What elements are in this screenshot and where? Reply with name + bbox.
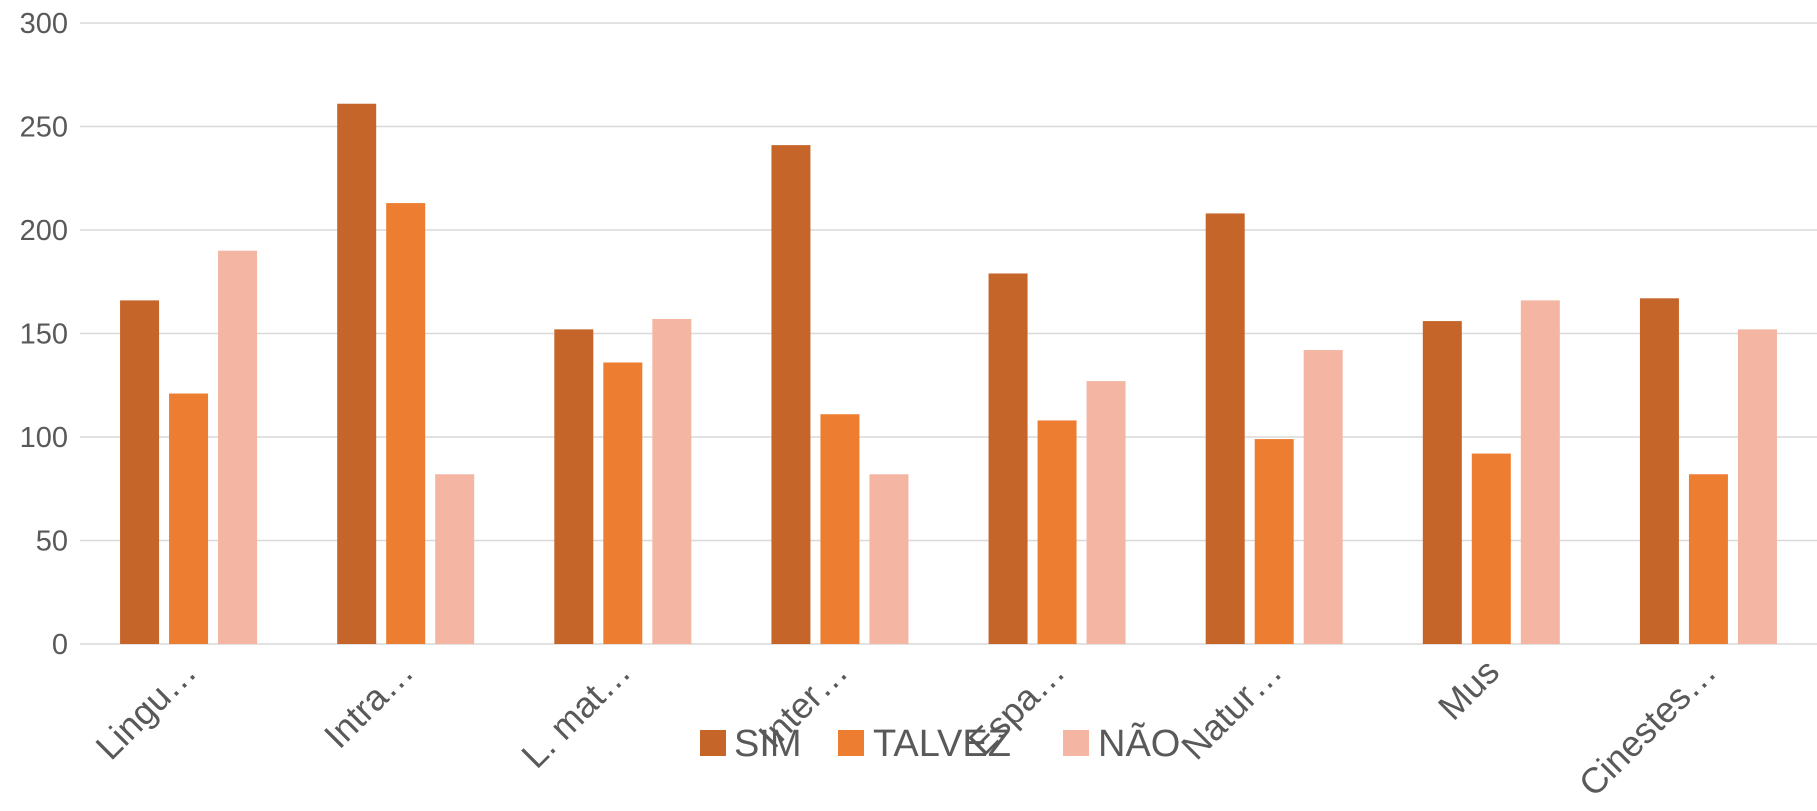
bar-sim-1 — [337, 103, 377, 645]
bar-no-5 — [1303, 350, 1343, 644]
bar-talvez-1 — [386, 203, 426, 644]
bar-no-4 — [1086, 381, 1126, 644]
bar-sim-7 — [1639, 298, 1679, 644]
bar-talvez-4 — [1037, 420, 1077, 644]
bar-sim-0 — [120, 300, 160, 644]
legend-label: SIM — [734, 723, 802, 765]
y-tick-label: 0 — [52, 629, 68, 661]
y-tick-label: 200 — [20, 215, 68, 247]
y-tick-label: 50 — [36, 526, 68, 558]
bar-sim-5 — [1205, 213, 1245, 644]
bar-sim-2 — [554, 329, 594, 644]
y-tick-label: 100 — [20, 422, 68, 454]
legend-label: TALVEZ — [873, 723, 1011, 765]
bar-sim-3 — [771, 145, 811, 644]
legend-swatch-sim — [700, 730, 726, 756]
y-tick-label: 250 — [20, 112, 68, 144]
x-tick-label: Cinestes… — [1571, 651, 1724, 804]
y-tick-label: 150 — [20, 319, 68, 351]
bar-no-2 — [652, 319, 692, 644]
x-tick-label: L. mat… — [513, 651, 638, 776]
bars — [120, 103, 1777, 645]
legend-swatch-no — [1063, 730, 1089, 756]
bar-no-0 — [218, 250, 258, 644]
bar-talvez-6 — [1471, 453, 1511, 644]
bar-sim-4 — [988, 273, 1028, 644]
bar-talvez-0 — [169, 393, 209, 644]
x-tick-label: Lingu… — [87, 651, 204, 768]
y-axis-ticks: 0 50 100 150 200 250 300 — [20, 8, 68, 661]
bar-talvez-2 — [603, 362, 643, 644]
x-tick-label: Intra… — [316, 651, 421, 756]
bar-talvez-7 — [1688, 474, 1728, 644]
x-tick-label: Mus — [1430, 651, 1507, 728]
legend: SIM TALVEZ NÃO — [700, 722, 1180, 765]
bar-no-3 — [869, 474, 909, 644]
x-tick-label: Natur… — [1173, 651, 1290, 768]
bar-no-1 — [435, 474, 475, 644]
bar-sim-6 — [1422, 321, 1462, 644]
bar-no-6 — [1520, 300, 1560, 644]
legend-label: NÃO — [1098, 722, 1180, 765]
bar-talvez-3 — [820, 414, 860, 644]
y-tick-label: 300 — [20, 8, 68, 40]
bar-talvez-5 — [1254, 439, 1294, 644]
legend-swatch-talvez — [838, 730, 864, 756]
bar-no-7 — [1737, 329, 1777, 644]
